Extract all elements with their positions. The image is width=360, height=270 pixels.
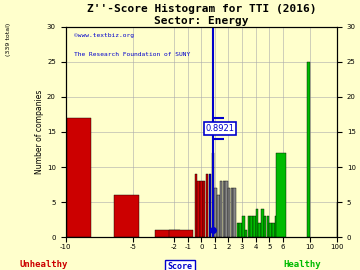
- Bar: [66, 146, 71, 237]
- Bar: [114, 195, 139, 237]
- Text: Healthy: Healthy: [284, 260, 321, 269]
- Bar: [276, 153, 286, 237]
- Text: Unhealthy: Unhealthy: [19, 260, 67, 269]
- Bar: [261, 209, 264, 237]
- Bar: [242, 216, 245, 237]
- Bar: [200, 181, 203, 237]
- Bar: [250, 216, 253, 237]
- Bar: [237, 223, 239, 237]
- Bar: [272, 223, 275, 237]
- Text: The Research Foundation of SUNY: The Research Foundation of SUNY: [74, 52, 190, 57]
- Bar: [269, 223, 272, 237]
- Bar: [217, 195, 220, 237]
- Bar: [195, 174, 197, 237]
- Bar: [256, 209, 258, 237]
- Bar: [258, 223, 261, 237]
- Text: (339 total): (339 total): [6, 22, 11, 56]
- Bar: [169, 230, 193, 237]
- Bar: [197, 181, 200, 237]
- Bar: [222, 181, 225, 237]
- Bar: [206, 174, 208, 237]
- Bar: [228, 188, 230, 237]
- Bar: [155, 230, 180, 237]
- Bar: [203, 181, 205, 237]
- Bar: [214, 188, 217, 237]
- Title: Z''-Score Histogram for TTI (2016)
Sector: Energy: Z''-Score Histogram for TTI (2016) Secto…: [86, 4, 316, 26]
- Bar: [278, 216, 280, 237]
- Bar: [212, 153, 214, 237]
- Text: ©www.textbiz.org: ©www.textbiz.org: [74, 33, 134, 38]
- Bar: [264, 216, 266, 237]
- Bar: [267, 216, 269, 237]
- Bar: [231, 188, 233, 237]
- Bar: [67, 118, 91, 237]
- Bar: [239, 223, 242, 237]
- Bar: [253, 216, 256, 237]
- Text: 0.8921: 0.8921: [206, 124, 234, 133]
- Bar: [209, 174, 211, 237]
- Bar: [275, 216, 277, 237]
- Y-axis label: Number of companies: Number of companies: [35, 90, 44, 174]
- Bar: [307, 62, 310, 237]
- Bar: [248, 216, 250, 237]
- Bar: [245, 230, 247, 237]
- Bar: [220, 181, 222, 237]
- Bar: [233, 188, 236, 237]
- Text: Score: Score: [167, 262, 193, 270]
- Bar: [225, 181, 228, 237]
